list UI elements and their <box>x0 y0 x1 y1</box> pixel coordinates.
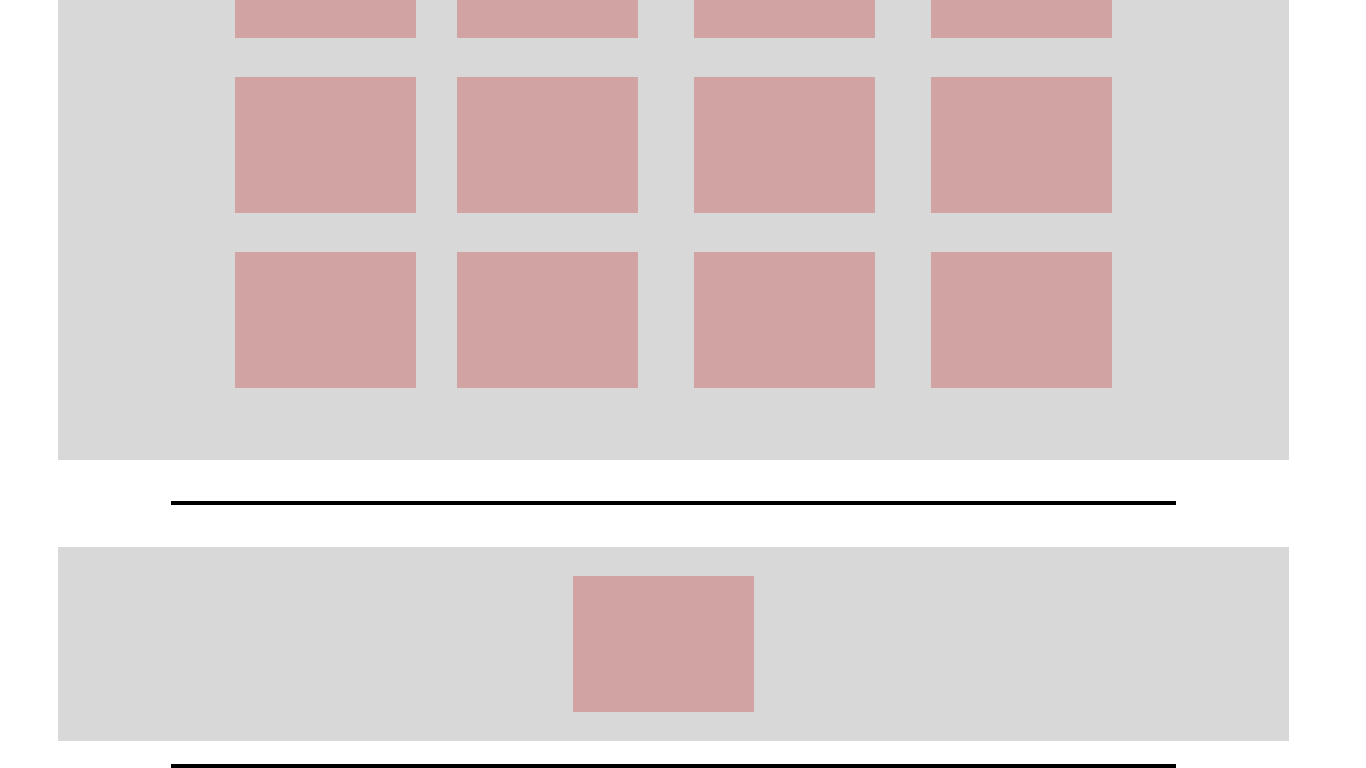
section-divider <box>171 764 1176 768</box>
single-thumbnail-panel <box>58 547 1289 741</box>
thumbnail-tile[interactable] <box>931 0 1112 38</box>
thumbnail-tile[interactable] <box>694 77 875 213</box>
thumbnail-tile[interactable] <box>457 252 638 388</box>
thumbnail-grid-panel <box>58 0 1289 460</box>
thumbnail-tile[interactable] <box>573 576 754 712</box>
thumbnail-tile[interactable] <box>457 77 638 213</box>
thumbnail-tile[interactable] <box>457 0 638 38</box>
section-divider <box>171 501 1176 505</box>
thumbnail-tile[interactable] <box>694 0 875 38</box>
thumbnail-tile[interactable] <box>235 0 416 38</box>
thumbnail-tile[interactable] <box>235 77 416 213</box>
thumbnail-tile[interactable] <box>235 252 416 388</box>
thumbnail-tile[interactable] <box>694 252 875 388</box>
thumbnail-tile[interactable] <box>931 77 1112 213</box>
thumbnail-tile[interactable] <box>931 252 1112 388</box>
